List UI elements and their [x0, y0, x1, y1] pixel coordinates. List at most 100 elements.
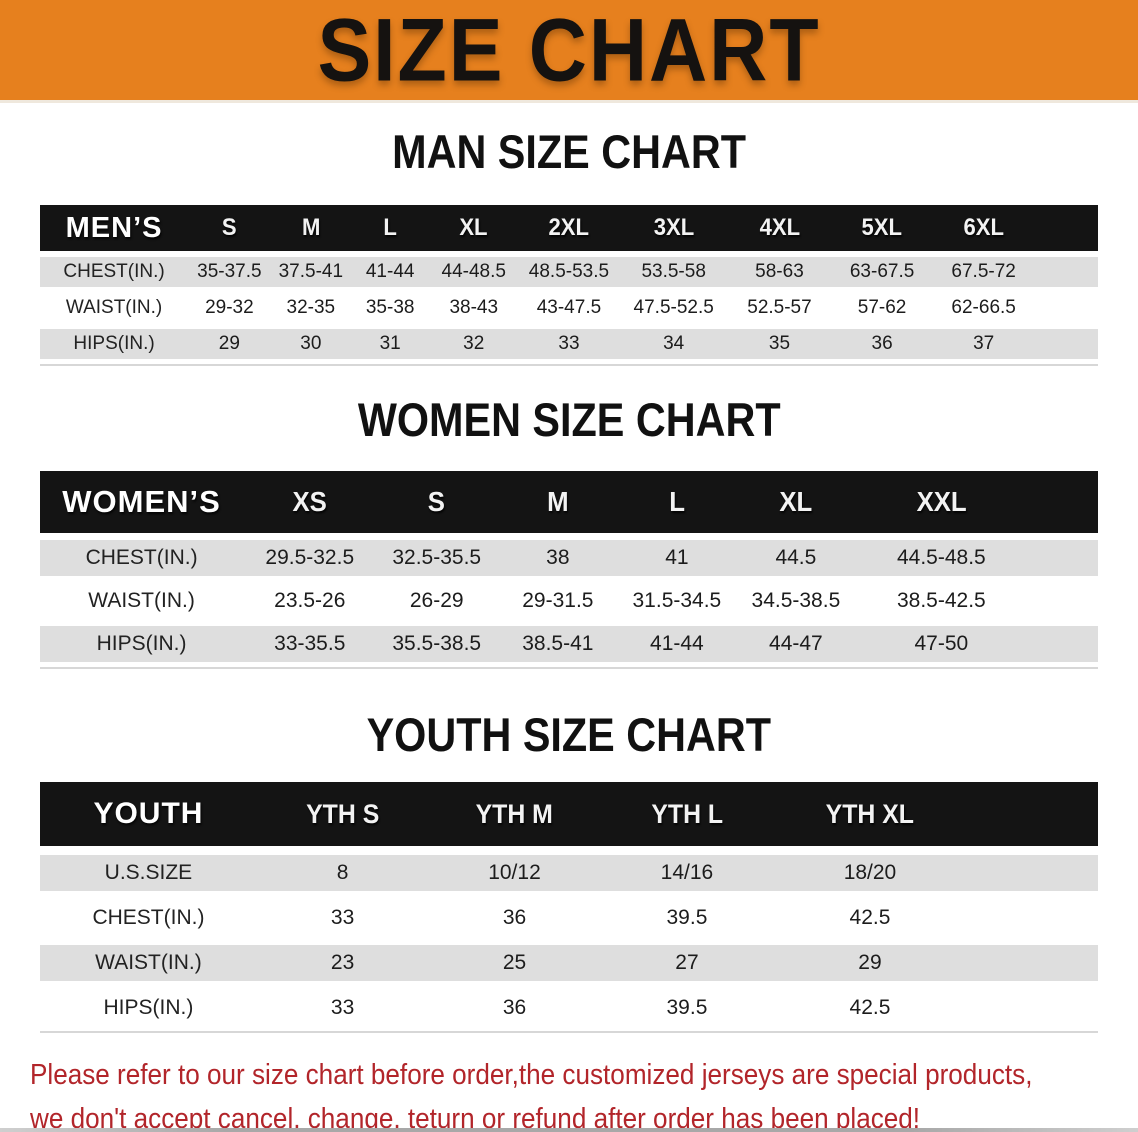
- size-value-cell: 33-35.5: [274, 632, 346, 655]
- table-header-band: MEN’S S M L XL 2XL 3XL 4XL 5XL 6XL: [40, 205, 1098, 251]
- size-value-cell: 23.5-26: [274, 589, 346, 612]
- size-value-cell: 29-32: [205, 297, 254, 318]
- size-value-cell: 37: [973, 333, 995, 354]
- row-label-cell: CHEST(IN.): [63, 261, 165, 282]
- size-value-cell: 63-67.5: [849, 261, 915, 282]
- size-value-cell: 31: [379, 333, 401, 354]
- size-value-cell: 35-37.5: [197, 261, 262, 282]
- size-value-cell: 41-44: [365, 261, 415, 282]
- size-value-cell: 35: [768, 333, 791, 354]
- table-row: WAIST(IN.) 23 25 27 29: [40, 945, 1098, 981]
- size-value-cell: 34.5-38.5: [751, 589, 841, 612]
- size-column-header: S: [428, 486, 446, 517]
- size-value-cell: 48.5-53.5: [528, 261, 610, 282]
- size-value-cell: 34: [663, 333, 685, 354]
- size-value-cell: 8: [336, 861, 349, 884]
- size-value-cell: 57-62: [857, 297, 907, 318]
- size-column-header: L: [668, 486, 685, 517]
- men-section-title: MAN SIZE CHART: [392, 125, 746, 178]
- table-header-band: WOMEN’S XS S M L XL XXL: [40, 471, 1098, 533]
- youth-size-table: YOUTH YTH S YTH M YTH L YTH XL U.S.SIZE 8 10/12…: [40, 782, 1098, 1026]
- size-value-cell: 35-38: [365, 297, 415, 318]
- size-value-cell: 44.5-48.5: [896, 546, 986, 569]
- size-column-header: XL: [459, 214, 488, 241]
- table-bottom-divider: [40, 1031, 1098, 1033]
- size-value-cell: 29.5-32.5: [265, 546, 355, 569]
- table-bottom-divider: [40, 667, 1098, 669]
- men-size-table: MEN’S S M L XL 2XL 3XL 4XL 5XL 6XL CHEST(IN.) 35-37…: [40, 205, 1098, 359]
- size-value-cell: 27: [675, 951, 699, 974]
- size-value-cell: 29-31.5: [522, 589, 594, 612]
- size-value-cell: 36: [502, 906, 527, 929]
- size-value-cell: 53.5-58: [641, 261, 706, 282]
- size-column-header: 5XL: [861, 214, 903, 241]
- table-group-label: MEN’S: [65, 211, 163, 244]
- image-bottom-edge: [0, 1128, 1138, 1132]
- row-label-cell: U.S.SIZE: [104, 861, 193, 884]
- size-value-cell: 23: [330, 951, 355, 974]
- size-value-cell: 38-43: [449, 297, 499, 318]
- women-section-title: WOMEN SIZE CHART: [357, 393, 781, 446]
- size-value-cell: 33: [558, 333, 580, 354]
- size-value-cell: 31.5-34.5: [632, 589, 722, 612]
- table-row: HIPS(IN.) 33 36 39.5 42.5: [40, 990, 1098, 1026]
- size-value-cell: 41-44: [650, 632, 704, 655]
- row-label-cell: HIPS(IN.): [73, 333, 155, 354]
- size-value-cell: 32.5-35.5: [392, 546, 482, 569]
- table-row: CHEST(IN.) 29.5-32.5 32.5-35.5 38 41 44.5 44.5…: [40, 540, 1098, 576]
- size-value-cell: 32-35: [286, 297, 336, 318]
- disclaimer-line-1: Please refer to our size chart before or…: [30, 1059, 1033, 1091]
- size-column-header: M: [301, 214, 321, 241]
- size-value-cell: 35.5-38.5: [392, 632, 482, 655]
- size-value-cell: 58-63: [755, 261, 804, 282]
- disclaimer-text: Please refer to our size chart before or…: [30, 1053, 1138, 1132]
- size-value-cell: 33: [330, 906, 355, 929]
- size-column-header: M: [547, 486, 569, 517]
- size-value-cell: 39.5: [666, 996, 708, 1019]
- size-column-header: XXL: [916, 486, 967, 517]
- table-group-label: YOUTH: [93, 797, 204, 830]
- row-label-cell: HIPS(IN.): [96, 632, 187, 655]
- size-value-cell: 38: [546, 546, 570, 569]
- size-value-cell: 18/20: [843, 861, 897, 884]
- size-value-cell: 25: [502, 951, 527, 974]
- table-row: WAIST(IN.) 29-32 32-35 35-38 38-43 43-47.5 47.…: [40, 293, 1098, 323]
- row-label-cell: CHEST(IN.): [92, 906, 205, 929]
- women-size-table: WOMEN’S XS S M L XL XXL CHEST(IN.) 29.5-32.5 32.5…: [40, 471, 1098, 662]
- table-row: HIPS(IN.) 33-35.5 35.5-38.5 38.5-41 41-44 44-…: [40, 626, 1098, 662]
- size-value-cell: 29: [858, 951, 882, 974]
- size-value-cell: 32: [463, 333, 485, 354]
- size-column-header: L: [383, 214, 397, 241]
- table-row: CHEST(IN.) 35-37.5 37.5-41 41-44 44-48.5 48.5…: [40, 257, 1098, 287]
- table-row: WAIST(IN.) 23.5-26 26-29 29-31.5 31.5-34.5 34…: [40, 583, 1098, 619]
- size-column-header: XL: [779, 486, 813, 517]
- size-column-header: YTH L: [651, 798, 723, 829]
- row-label-cell: WAIST(IN.): [95, 951, 202, 974]
- size-column-header: XS: [292, 486, 327, 517]
- size-value-cell: 30: [300, 333, 322, 354]
- row-label-cell: HIPS(IN.): [103, 996, 194, 1019]
- size-value-cell: 42.5: [849, 906, 891, 929]
- table-row: CHEST(IN.) 33 36 39.5 42.5: [40, 900, 1098, 936]
- size-value-cell: 43-47.5: [536, 297, 602, 318]
- size-column-header: 4XL: [759, 214, 800, 241]
- row-label-cell: WAIST(IN.): [65, 297, 163, 318]
- size-value-cell: 44-47: [769, 632, 823, 655]
- table-header-band: YOUTH YTH S YTH M YTH L YTH XL: [40, 782, 1098, 846]
- size-value-cell: 29: [218, 333, 240, 354]
- youth-section-title: YOUTH SIZE CHART: [366, 708, 772, 761]
- table-group-label: WOMEN’S: [62, 484, 221, 519]
- size-value-cell: 37.5-41: [278, 261, 344, 282]
- banner-title: SIZE CHART: [317, 0, 821, 100]
- size-value-cell: 67.5-72: [951, 261, 1016, 282]
- size-column-header: YTH S: [305, 798, 380, 829]
- disclaimer-line-2: we don't accept cancel, change, teturn o…: [30, 1103, 921, 1132]
- size-value-cell: 38.5-41: [522, 632, 594, 655]
- table-row: HIPS(IN.) 29 30 31 32 33 34 35 36 37: [40, 329, 1098, 359]
- size-value-cell: 36: [871, 333, 893, 354]
- size-column-header: 6XL: [963, 214, 1004, 241]
- size-value-cell: 41: [665, 546, 689, 569]
- size-value-cell: 33: [330, 996, 355, 1019]
- size-value-cell: 44.5: [775, 546, 817, 569]
